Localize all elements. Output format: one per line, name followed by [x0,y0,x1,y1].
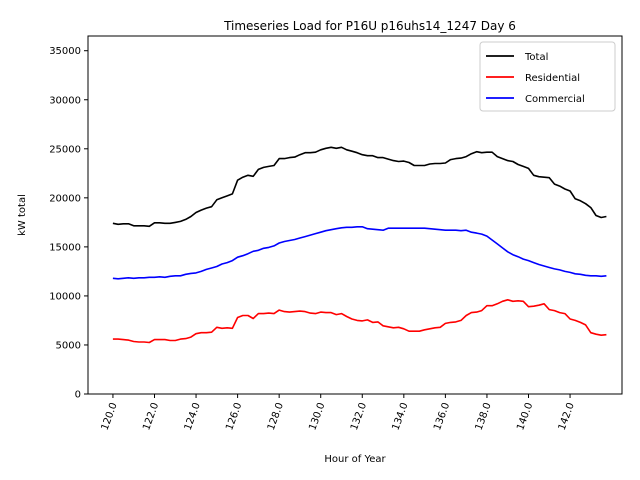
plot-lines [112,146,607,344]
y-axis-ticks: 0 5000 10000 15000 20000 25000 30000 35000 [49,46,88,401]
chart-title: Timeseries Load for P16U p16uhs14_1247 D… [223,19,516,33]
y-tick-label: 30000 [49,95,81,106]
legend-box [479,41,616,112]
y-tick-label: 10000 [49,291,81,302]
y-tick-label: 35000 [49,46,81,57]
legend: Total Residential Commercial [479,41,616,112]
series-line-commercial [112,226,607,280]
x-axis-label: Hour of Year [324,454,386,465]
y-tick-label: 25000 [49,144,81,155]
y-axis-label: kW total [17,194,28,236]
legend-label-residential: Residential [525,73,580,84]
y-tick-label: 0 [75,390,81,401]
legend-label-total: Total [524,52,548,63]
y-tick-label: 5000 [56,340,81,351]
y-tick-label: 20000 [49,193,81,204]
legend-label-commercial: Commercial [525,94,585,105]
series-line-total [112,146,607,228]
plot-frame [87,35,623,395]
y-tick-label: 15000 [49,242,81,253]
series-line-residential [112,298,607,344]
